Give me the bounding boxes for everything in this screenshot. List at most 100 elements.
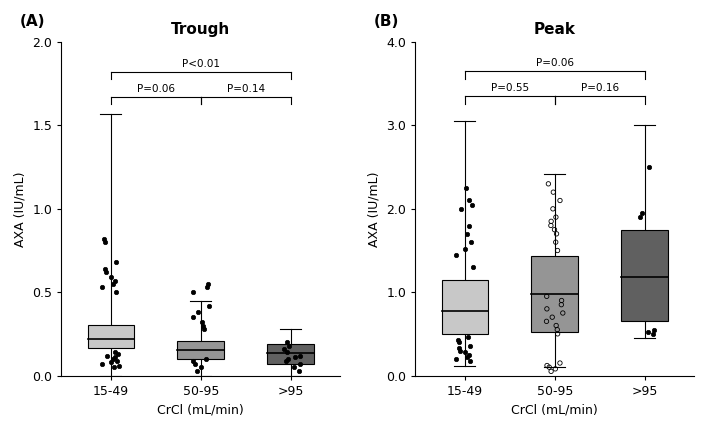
Y-axis label: AXA (IU/mL): AXA (IU/mL) [14, 171, 27, 246]
Point [455, 206, 467, 212]
Point [283, 342, 295, 349]
Text: P<0.01: P<0.01 [182, 59, 219, 69]
Point [108, 364, 120, 371]
Point [554, 197, 566, 204]
Point [293, 367, 304, 374]
Point [454, 344, 465, 351]
Point [105, 274, 117, 281]
Point [191, 367, 202, 374]
Point [108, 280, 119, 287]
Point [464, 342, 475, 349]
Point [100, 265, 111, 272]
Point [541, 293, 552, 300]
Point [557, 310, 569, 316]
Point [452, 336, 463, 343]
Point [110, 259, 121, 266]
X-axis label: CrCl (mL/min): CrCl (mL/min) [157, 403, 244, 416]
Point [188, 357, 199, 364]
Point [110, 289, 122, 295]
Point [198, 322, 209, 329]
Point [552, 330, 564, 337]
Point [98, 235, 109, 242]
Title: Peak: Peak [534, 22, 576, 37]
Point [462, 230, 473, 237]
Point [460, 184, 472, 191]
Text: (A): (A) [20, 14, 45, 29]
Point [187, 314, 198, 321]
Point [200, 356, 212, 362]
Text: P=0.06: P=0.06 [536, 58, 573, 68]
Point [459, 246, 471, 252]
Point [96, 360, 108, 367]
Point [547, 206, 559, 212]
Point [450, 251, 462, 258]
Point [101, 352, 113, 359]
Point [113, 350, 124, 357]
Point [110, 277, 121, 284]
Bar [88, 325, 135, 348]
Point [99, 239, 110, 246]
Y-axis label: AXA (IU/mL): AXA (IU/mL) [368, 171, 381, 246]
Point [282, 339, 293, 346]
Point [282, 349, 293, 356]
Point [455, 347, 466, 354]
Point [294, 360, 305, 367]
Point [549, 366, 561, 372]
Point [193, 309, 204, 316]
Text: (B): (B) [374, 14, 399, 29]
Text: P=0.55: P=0.55 [491, 83, 529, 93]
Point [109, 349, 120, 356]
Bar [442, 280, 489, 334]
Point [278, 345, 290, 352]
Point [462, 354, 473, 361]
Point [550, 239, 561, 246]
Point [195, 364, 207, 371]
Point [465, 239, 476, 246]
Point [541, 305, 552, 312]
Point [541, 318, 552, 325]
Point [552, 247, 563, 254]
Point [556, 301, 567, 308]
Point [554, 359, 566, 366]
Point [187, 289, 198, 295]
Point [543, 181, 554, 187]
Point [108, 356, 119, 362]
Point [552, 326, 563, 333]
Point [549, 226, 560, 233]
Point [113, 362, 125, 369]
Point [450, 356, 462, 362]
Text: P=0.14: P=0.14 [227, 84, 265, 94]
Point [545, 222, 556, 229]
Point [556, 297, 567, 304]
Bar [178, 341, 224, 359]
Point [197, 319, 208, 326]
Point [101, 269, 112, 276]
Point [544, 364, 555, 371]
Point [202, 280, 213, 287]
Point [463, 222, 474, 229]
Bar [622, 230, 668, 321]
Title: Trough: Trough [171, 22, 230, 37]
Bar [268, 344, 314, 364]
Point [643, 329, 654, 336]
Point [464, 351, 475, 358]
Point [463, 197, 474, 204]
X-axis label: CrCl (mL/min): CrCl (mL/min) [511, 403, 598, 416]
Point [548, 189, 559, 196]
Point [111, 357, 122, 364]
Point [647, 330, 658, 337]
Point [545, 368, 556, 375]
Point [453, 339, 464, 346]
Point [551, 322, 562, 329]
Point [190, 360, 201, 367]
Point [464, 357, 476, 364]
Point [547, 314, 558, 321]
Point [294, 352, 305, 359]
Point [280, 357, 291, 364]
Point [542, 362, 553, 369]
Point [109, 354, 120, 361]
Point [551, 230, 562, 237]
Point [105, 359, 117, 366]
Point [96, 284, 108, 291]
Point [289, 364, 300, 371]
